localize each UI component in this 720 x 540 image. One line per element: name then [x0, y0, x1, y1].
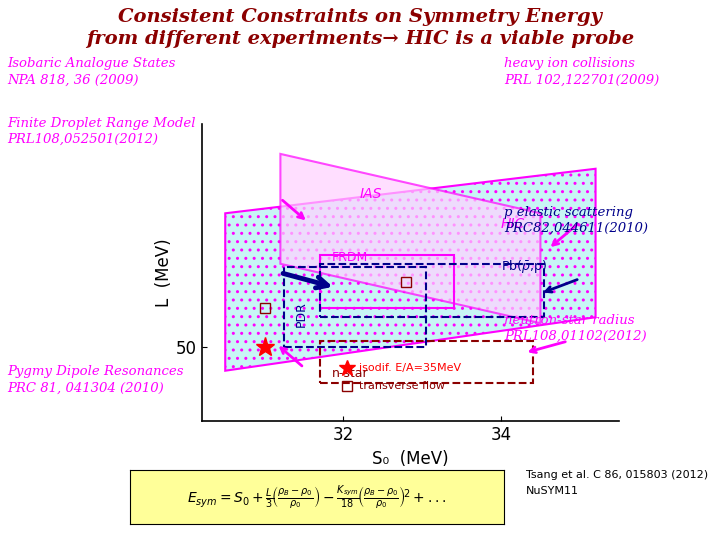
Text: transverse flow: transverse flow	[359, 381, 445, 390]
Bar	[320, 264, 544, 317]
Text: PRL108,01102(2012): PRL108,01102(2012)	[504, 330, 647, 343]
Text: IAS: IAS	[359, 187, 382, 201]
Text: PRC 81, 041304 (2010): PRC 81, 041304 (2010)	[7, 381, 164, 395]
Text: NPA 818, 36 (2009): NPA 818, 36 (2009)	[7, 73, 139, 87]
Text: FRDM: FRDM	[332, 251, 368, 264]
Text: n-star: n-star	[332, 367, 368, 380]
Text: PDR: PDR	[294, 301, 307, 327]
Y-axis label: L  (MeV): L (MeV)	[155, 238, 173, 307]
Text: Pb($\bar{p}$,p): Pb($\bar{p}$,p)	[501, 258, 547, 275]
Text: p elastic scattering: p elastic scattering	[504, 206, 633, 219]
Text: Isobaric Analogue States: Isobaric Analogue States	[7, 57, 176, 71]
Bar	[284, 267, 426, 347]
Text: Finite Droplet Range Model: Finite Droplet Range Model	[7, 117, 196, 130]
X-axis label: S₀  (MeV): S₀ (MeV)	[372, 450, 449, 468]
Text: Tsang et al. C 86, 015803 (2012): Tsang et al. C 86, 015803 (2012)	[526, 470, 708, 480]
Text: Consistent Constraints on Symmetry Energy: Consistent Constraints on Symmetry Energ…	[118, 8, 602, 26]
Text: $E_{sym} = S_0 + \frac{L}{3}\!\left(\frac{\rho_B - \rho_0}{\rho_0}\right) - \fra: $E_{sym} = S_0 + \frac{L}{3}\!\left(\fra…	[187, 483, 446, 511]
Text: heavy ion collisions: heavy ion collisions	[504, 57, 635, 71]
Text: isodif. E/A=35MeV: isodif. E/A=35MeV	[359, 363, 462, 373]
Text: PRC82,044611(2010): PRC82,044611(2010)	[504, 222, 648, 235]
Polygon shape	[225, 168, 595, 370]
Text: neutron-star radius: neutron-star radius	[504, 314, 634, 327]
Text: from different experiments→ HIC is a viable probe: from different experiments→ HIC is a via…	[86, 30, 634, 48]
Bar	[320, 341, 533, 382]
Text: PRL108,052501(2012): PRL108,052501(2012)	[7, 133, 158, 146]
Text: Pygmy Dipole Resonances: Pygmy Dipole Resonances	[7, 365, 184, 379]
Bar	[320, 255, 454, 308]
Polygon shape	[280, 154, 541, 323]
Text: HIC: HIC	[501, 217, 526, 231]
Text: NuSYM11: NuSYM11	[526, 486, 579, 496]
Text: PRL 102,122701(2009): PRL 102,122701(2009)	[504, 73, 660, 87]
